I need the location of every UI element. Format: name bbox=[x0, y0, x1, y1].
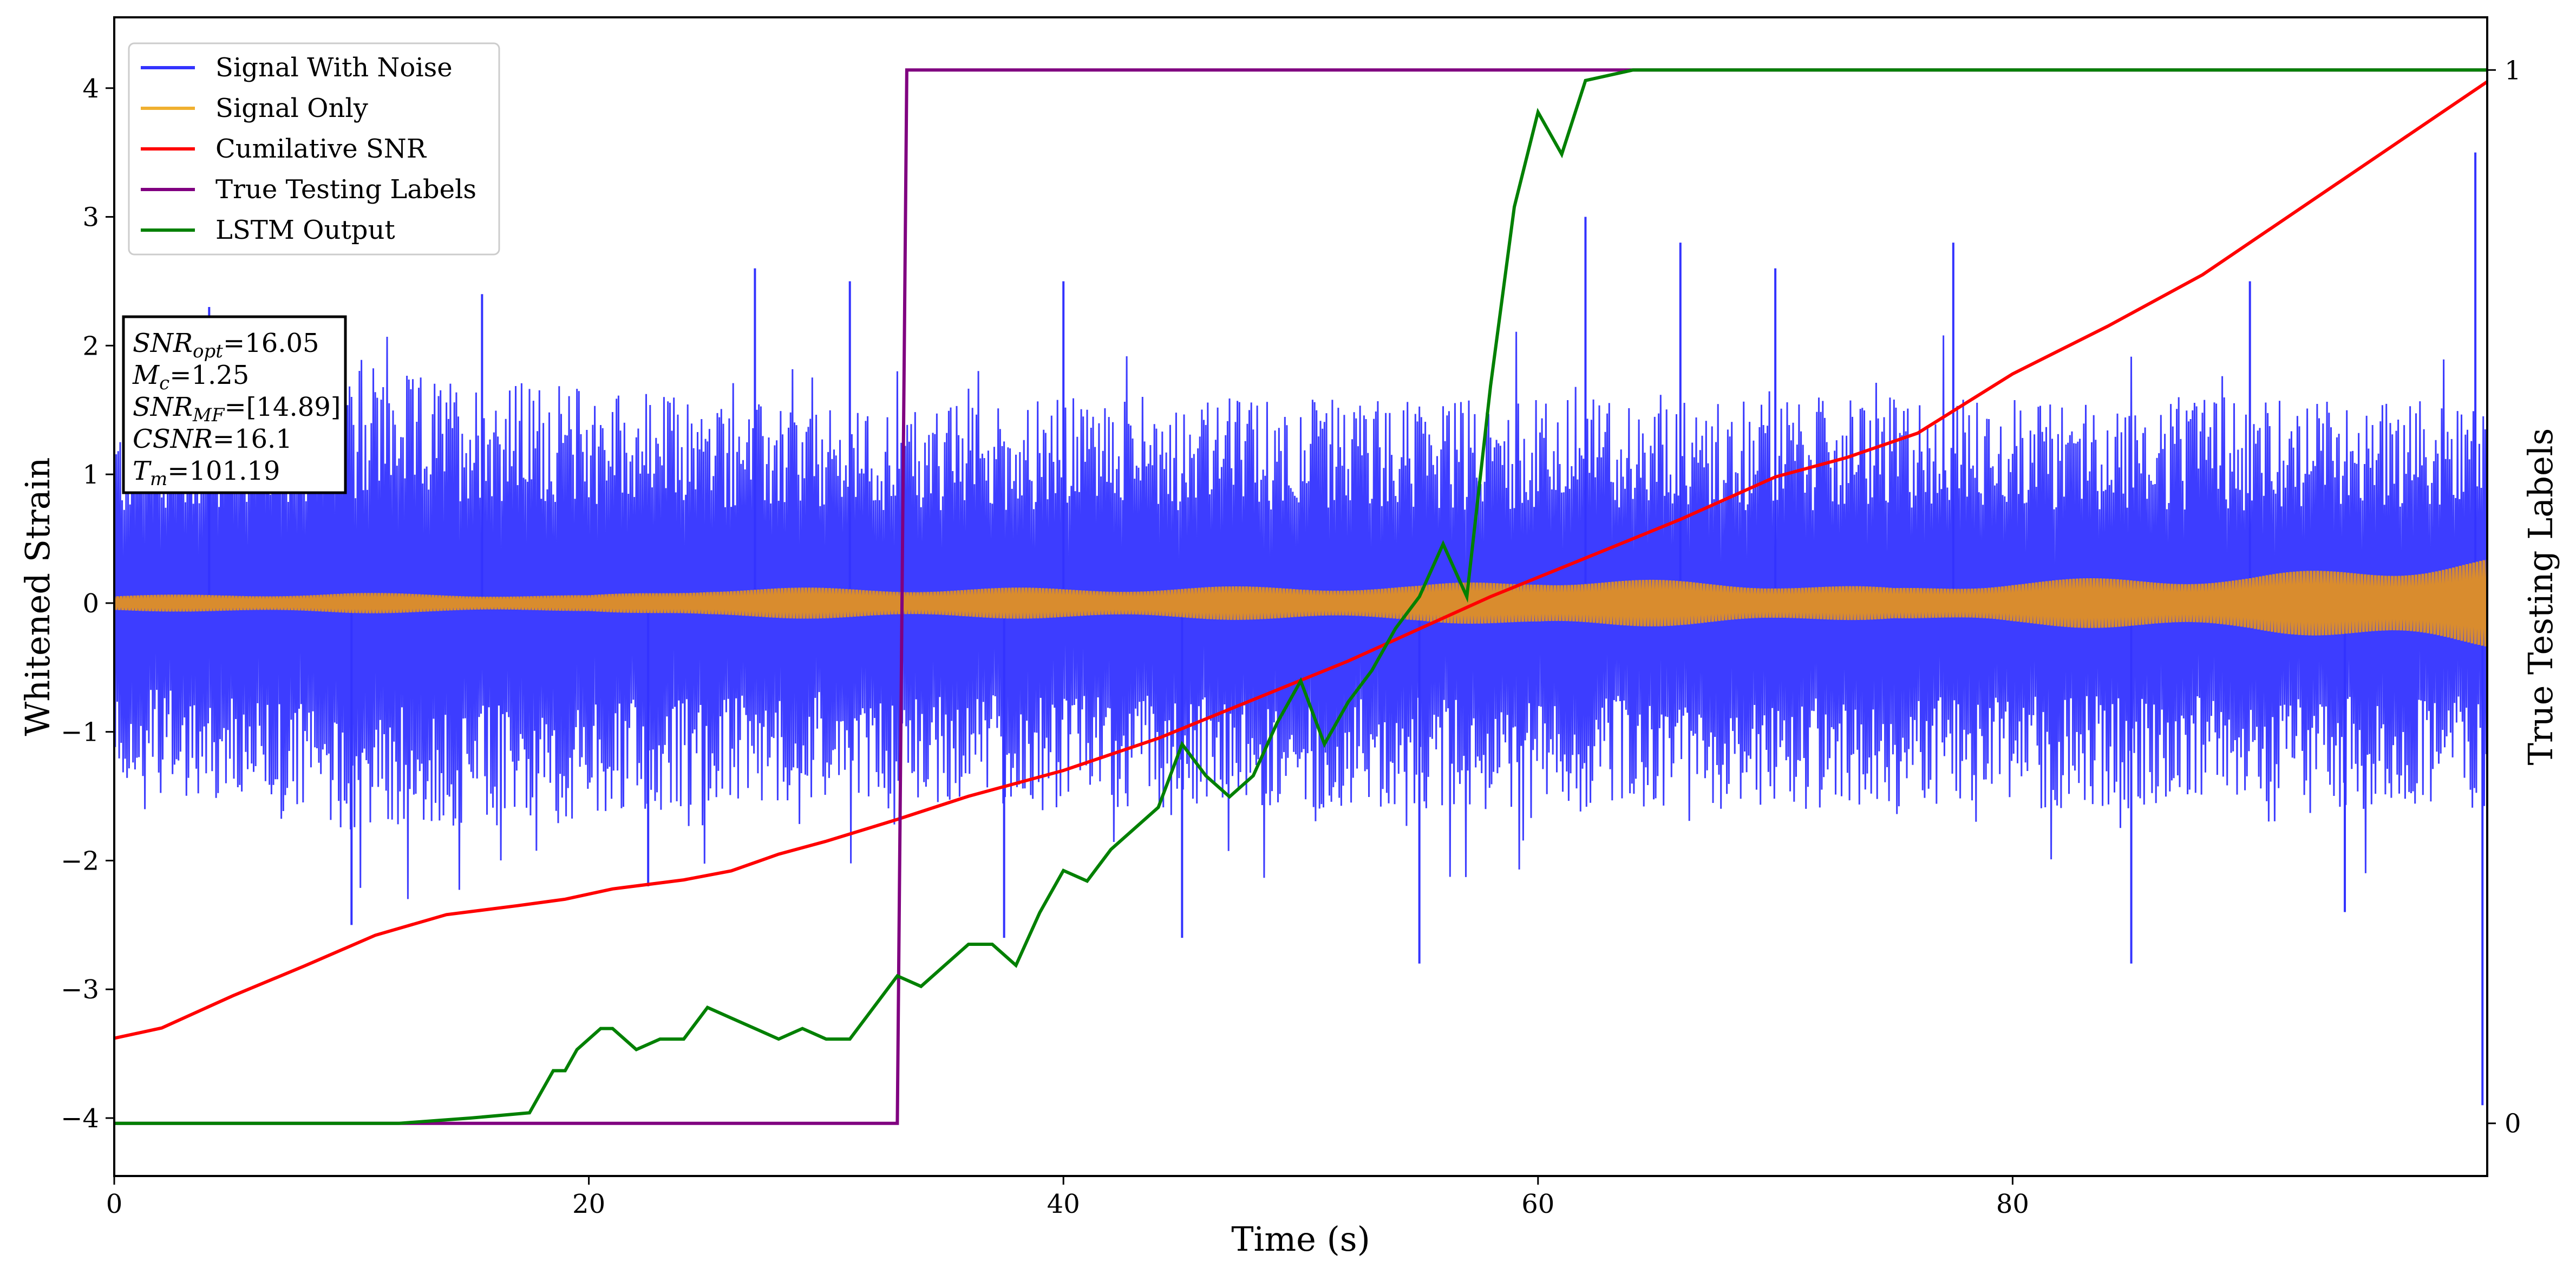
y2-axis-title: True Testing Labels bbox=[2521, 428, 2560, 766]
x-tick-label: 80 bbox=[1996, 1189, 2029, 1219]
series-signal-only bbox=[114, 559, 2487, 646]
legend-label: Signal Only bbox=[215, 93, 368, 123]
series-lstm-output bbox=[114, 68, 2487, 1125]
y-tick-label: −3 bbox=[61, 975, 99, 1005]
legend-label: True Testing Labels bbox=[215, 174, 476, 205]
series-group bbox=[114, 68, 2487, 1125]
x-tick-label: 60 bbox=[1521, 1189, 1554, 1219]
legend-label: Signal With Noise bbox=[215, 53, 453, 83]
axes-frame bbox=[113, 16, 2488, 1177]
y-tick-label: −1 bbox=[61, 717, 99, 748]
legend-label: Cumilative SNR bbox=[215, 134, 427, 164]
info-box-border bbox=[122, 315, 347, 494]
legend-box bbox=[128, 42, 500, 256]
y-tick-label: 4 bbox=[82, 74, 99, 104]
y2-tick-label: 1 bbox=[2505, 55, 2521, 86]
info-line: Tm=101.19 bbox=[133, 456, 280, 490]
y-tick-label: −2 bbox=[61, 846, 99, 876]
x-axis: 0 20 40 60 80 bbox=[106, 1176, 2029, 1219]
y2-tick-label: 0 bbox=[2505, 1109, 2521, 1139]
x-tick-label: 20 bbox=[572, 1189, 605, 1219]
plot-area bbox=[114, 68, 2487, 1125]
series-cumilative-snr bbox=[114, 80, 2487, 1040]
y-tick-label: −4 bbox=[61, 1103, 99, 1134]
y-tick-label: 0 bbox=[82, 589, 99, 619]
info-box: SNRopt=16.05Mc=1.25SNRMF=[14.89]CSNR=16.… bbox=[122, 315, 347, 494]
y-axis: −4 −3 −2 −1 0 1 2 3 4 bbox=[61, 74, 114, 1134]
legend-label: LSTM Output bbox=[215, 215, 395, 245]
info-line: SNRMF=[14.89] bbox=[133, 392, 341, 426]
info-line: SNRopt=16.05 bbox=[133, 328, 319, 362]
legend: Signal With Noise Signal Only Cumilative S… bbox=[128, 42, 500, 256]
series-signal-with-noise bbox=[114, 331, 2487, 899]
x-tick-label: 0 bbox=[106, 1189, 123, 1219]
y-axis-title: Whitened Strain bbox=[18, 458, 57, 736]
y-tick-label: 1 bbox=[82, 460, 99, 490]
y2-axis: 01 bbox=[2487, 55, 2521, 1139]
x-tick-label: 40 bbox=[1047, 1189, 1080, 1219]
y-tick-label: 3 bbox=[82, 202, 99, 233]
x-axis-title: Time (s) bbox=[1231, 1219, 1370, 1259]
y-tick-label: 2 bbox=[82, 331, 99, 361]
info-line: Mc=1.25 bbox=[132, 360, 249, 394]
info-line: CSNR=16.1 bbox=[133, 424, 292, 454]
